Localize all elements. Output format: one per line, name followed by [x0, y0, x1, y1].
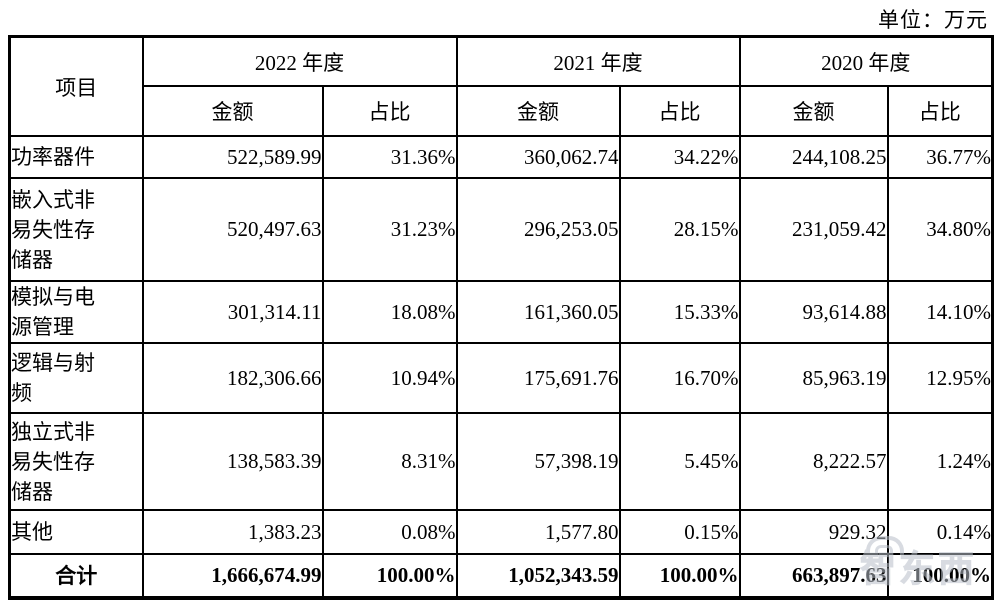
header-row-subcolumns: 金额 占比 金额 占比 金额 占比 [10, 85, 994, 137]
column-header-ratio-2021: 占比 [618, 85, 741, 137]
column-header-amount-2022: 金额 [141, 85, 324, 137]
ratio-2021: 28.15% [618, 177, 741, 282]
column-header-item: 项目 [8, 35, 144, 137]
ratio-2021: 15.33% [618, 280, 741, 344]
table-row-total: 合计 1,666,674.99 100.00% 1,052,343.59 100… [8, 553, 994, 599]
column-header-year-2020: 2020 年度 [738, 35, 994, 87]
amount-2020: 929.32 [738, 509, 889, 555]
ratio-2022: 0.08% [321, 509, 458, 555]
amount-2021: 161,360.05 [455, 280, 621, 344]
amount-2022: 138,583.39 [141, 412, 324, 511]
column-header-ratio-2022: 占比 [321, 85, 458, 137]
ratio-2021: 16.70% [618, 342, 741, 414]
ratio-2020: 12.95% [886, 342, 994, 414]
amount-2021: 1,577.80 [455, 509, 621, 555]
ratio-2020: 1.24% [886, 412, 994, 511]
row-label: 逻辑与射 频 [8, 342, 144, 414]
amount-2020: 85,963.19 [738, 342, 889, 414]
column-header-amount-2021: 金额 [455, 85, 621, 137]
amount-2020: 8,222.57 [738, 412, 889, 511]
revenue-breakdown-table: 项目 2022 年度 2021 年度 2020 年度 金额 占比 金额 占比 金… [8, 35, 994, 600]
amount-2022: 301,314.11 [141, 280, 324, 344]
total-ratio-2020: 100.00% [886, 553, 994, 599]
ratio-2020: 14.10% [886, 280, 994, 344]
amount-2022: 522,589.99 [141, 135, 324, 179]
amount-2020: 231,059.42 [738, 177, 889, 282]
column-header-amount-2020: 金额 [738, 85, 889, 137]
column-header-ratio-2020: 占比 [886, 85, 994, 137]
ratio-2021: 5.45% [618, 412, 741, 511]
ratio-2022: 10.94% [321, 342, 458, 414]
ratio-2021: 34.22% [618, 135, 741, 179]
table-row-standalone-nvm: 独立式非 易失性存 储器 138,583.39 8.31% 57,398.19 … [8, 412, 994, 511]
amount-2020: 244,108.25 [738, 135, 889, 179]
ratio-2022: 31.23% [321, 177, 458, 282]
table-row-other: 其他 1,383.23 0.08% 1,577.80 0.15% 929.32 … [8, 509, 994, 555]
unit-label: 单位：万元 [878, 8, 988, 32]
ratio-2021: 0.15% [618, 509, 741, 555]
amount-2021: 360,062.74 [455, 135, 621, 179]
amount-2021: 175,691.76 [455, 342, 621, 414]
ratio-2020: 36.77% [886, 135, 994, 179]
row-label: 模拟与电 源管理 [8, 280, 144, 344]
ratio-2022: 8.31% [321, 412, 458, 511]
ratio-2020: 34.80% [886, 177, 994, 282]
amount-2022: 182,306.66 [141, 342, 324, 414]
ratio-2022: 31.36% [321, 135, 458, 179]
amount-2020: 93,614.88 [738, 280, 889, 344]
row-label-total: 合计 [8, 553, 144, 599]
row-label: 其他 [8, 509, 144, 555]
table-row-embedded-nvm: 嵌入式非 易失性存 储器 520,497.63 31.23% 296,253.0… [8, 177, 994, 282]
table-row-analog-power-mgmt: 模拟与电 源管理 301,314.11 18.08% 161,360.05 15… [8, 280, 994, 344]
table-row-power-devices: 功率器件 522,589.99 31.36% 360,062.74 34.22%… [8, 135, 994, 179]
amount-2022: 520,497.63 [141, 177, 324, 282]
ratio-2020: 0.14% [886, 509, 994, 555]
total-ratio-2021: 100.00% [618, 553, 741, 599]
total-ratio-2022: 100.00% [321, 553, 458, 599]
column-header-year-2022: 2022 年度 [141, 35, 458, 87]
column-header-year-2021: 2021 年度 [455, 35, 741, 87]
ratio-2022: 18.08% [321, 280, 458, 344]
total-amount-2022: 1,666,674.99 [141, 553, 324, 599]
amount-2022: 1,383.23 [141, 509, 324, 555]
amount-2021: 57,398.19 [455, 412, 621, 511]
row-label: 独立式非 易失性存 储器 [8, 412, 144, 511]
table-row-logic-rf: 逻辑与射 频 182,306.66 10.94% 175,691.76 16.7… [8, 342, 994, 414]
row-label: 嵌入式非 易失性存 储器 [8, 177, 144, 282]
total-amount-2020: 663,897.63 [738, 553, 889, 599]
header-row-years: 项目 2022 年度 2021 年度 2020 年度 [8, 35, 994, 137]
row-label: 功率器件 [8, 135, 144, 179]
total-amount-2021: 1,052,343.59 [455, 553, 621, 599]
amount-2021: 296,253.05 [455, 177, 621, 282]
